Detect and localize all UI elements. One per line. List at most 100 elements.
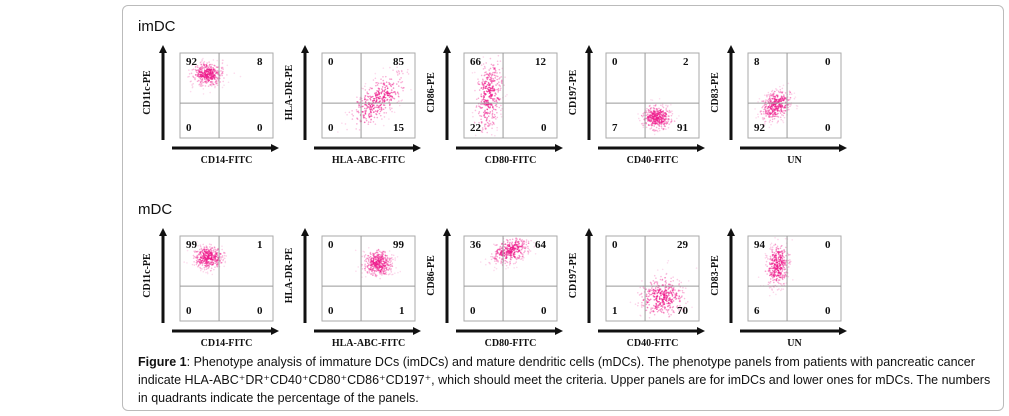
event-dot [351,113,353,115]
event-dot [401,80,404,83]
event-dot [501,80,503,82]
event-dot [486,111,488,114]
event-dot [769,98,772,101]
event-dot [769,278,772,280]
event-dot [213,251,215,253]
quadrant-value: 0 [825,305,831,317]
event-dot [775,88,777,90]
event-dot [671,110,673,112]
event-dot [219,260,222,262]
event-dot [658,120,660,122]
event-dot [774,107,777,110]
event-dot [233,72,236,75]
event-dot [783,248,785,251]
event-dot [483,100,485,103]
event-dot [491,89,493,91]
event-dot [367,92,370,95]
event-dot [494,71,496,74]
event-dot [471,72,474,74]
event-dot [484,94,486,96]
event-dot [480,115,483,118]
event-dot [346,128,348,131]
event-dot [776,247,778,249]
event-dot [198,253,200,255]
event-dot [772,108,775,110]
event-dot [780,289,782,292]
event-dot [769,93,772,95]
event-dot [762,110,765,113]
quadrant-value: 94 [754,239,765,251]
event-dot [776,96,779,98]
event-dot [376,89,378,92]
event-dot [206,271,209,273]
event-dot [205,248,208,251]
event-dot [203,67,205,69]
event-dot [767,283,770,286]
event-dot [771,254,774,256]
event-dot [368,116,371,119]
event-dot [206,252,208,255]
event-dot [655,103,657,106]
event-dot [477,82,479,84]
event-dot [787,103,789,105]
event-dot [781,114,783,116]
event-dot [202,57,204,60]
event-dot [358,106,360,108]
event-dot [772,273,775,276]
event-dot [205,70,207,72]
event-dot [196,64,199,67]
event-dot [377,87,380,90]
event-dot [788,90,791,92]
event-dot [194,66,197,68]
event-dot [212,249,215,252]
event-dot [198,71,200,73]
event-dot [779,254,781,257]
event-dot [192,68,195,71]
event-dot [209,251,212,254]
event-dot [772,92,775,94]
event-dot [485,123,487,125]
event-dot [201,58,203,61]
event-dot [662,111,665,114]
event-dot [202,261,204,264]
event-dot [209,81,212,83]
event-dot [640,123,643,125]
event-dot [782,107,785,109]
event-dot [216,263,219,266]
event-dot [210,247,212,250]
event-dot [764,103,766,106]
event-dot [656,129,658,132]
event-dot [223,251,226,254]
event-dot [397,80,400,83]
event-dot [783,106,786,109]
event-dot [783,98,786,100]
event-dot [776,110,779,112]
event-dot [754,108,756,110]
event-dot [762,100,765,102]
event-dot [650,107,653,109]
event-dot [504,76,506,78]
event-dot [667,118,669,120]
event-dot [667,126,670,129]
event-dot [784,109,787,112]
event-dot [776,289,779,291]
event-dot [203,248,205,251]
event-dot [384,99,386,102]
event-dot [383,93,386,95]
event-dot [768,261,771,264]
event-dot [486,121,489,124]
event-dot [361,111,364,113]
event-dot [494,77,496,79]
event-dot [660,125,663,127]
event-dot [364,110,366,112]
event-dot [498,68,501,71]
event-dot [224,261,227,264]
event-dot [648,119,650,122]
event-dot [784,97,787,100]
event-dot [221,86,224,89]
event-dot [376,116,379,119]
event-dot [208,63,211,66]
event-dot [210,254,213,257]
event-dot [489,88,492,91]
event-dot [764,257,767,259]
